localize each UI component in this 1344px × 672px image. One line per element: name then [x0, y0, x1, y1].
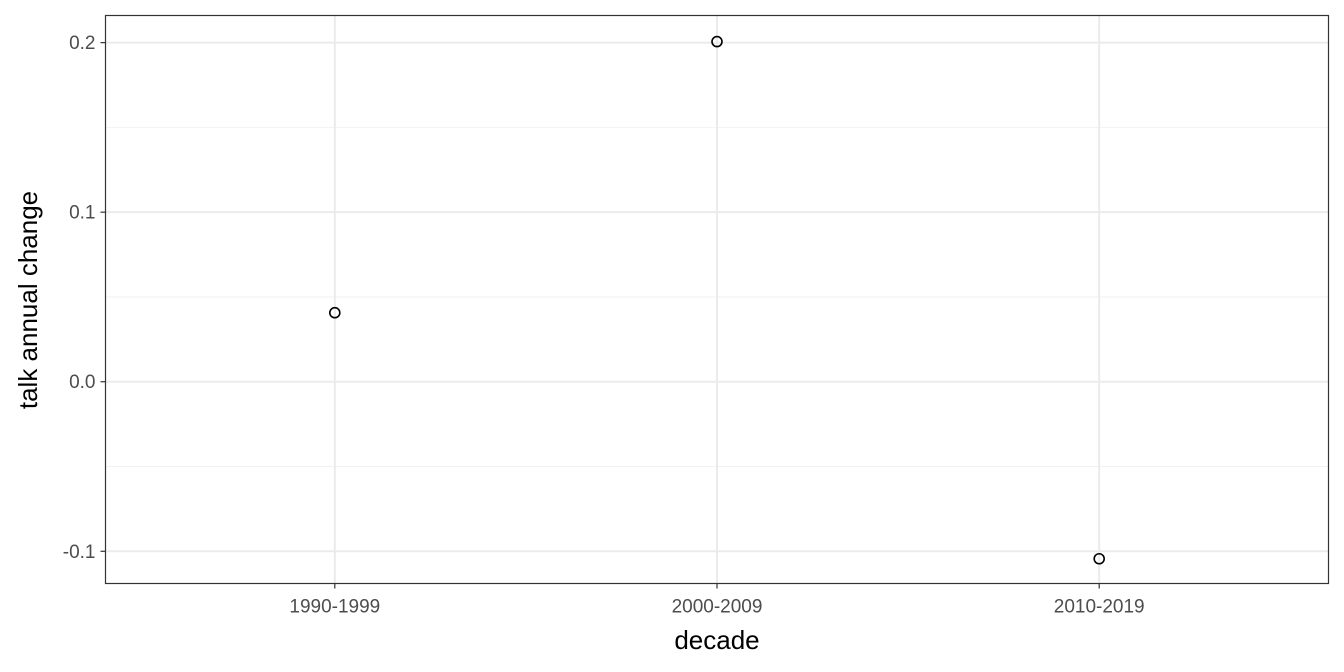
grid-lines [105, 15, 1329, 584]
axes: -0.1 0.0 0.1 0.2 1990-1999 2000-2009 2010-2019 [63, 33, 1145, 617]
x-tick-label: 1990-1999 [289, 597, 380, 618]
y-tick-label: -0.1 [63, 542, 96, 563]
data-points [329, 35, 1105, 565]
y-tick-label: 0.0 [69, 372, 95, 393]
data-point [711, 35, 723, 48]
y-tick-label: 0.1 [69, 203, 95, 224]
data-point [1093, 552, 1105, 565]
x-tick-label: 2000-2009 [672, 597, 763, 618]
x-axis-title: decade [674, 625, 759, 655]
y-axis-title: talk annual change [13, 191, 43, 409]
x-tick-label: 2010-2019 [1054, 597, 1145, 618]
y-tick-label: 0.2 [69, 33, 95, 54]
data-point [329, 306, 341, 319]
